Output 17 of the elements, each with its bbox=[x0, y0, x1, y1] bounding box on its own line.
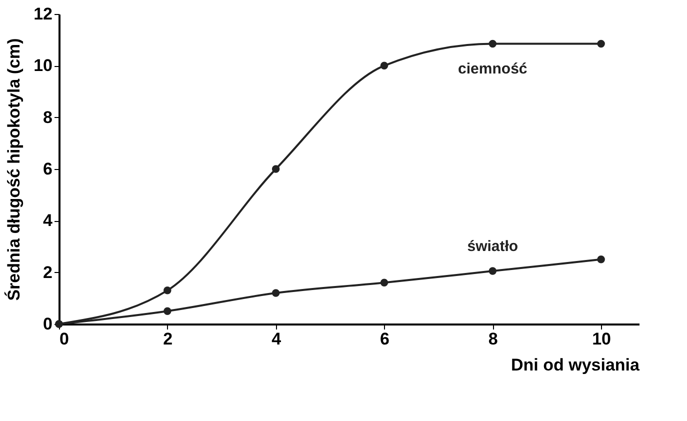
y-tick-label: 4 bbox=[43, 211, 54, 230]
x-tick-label: 10 bbox=[592, 330, 612, 348]
x-tick-label: 0 bbox=[60, 330, 69, 348]
y-tick-label: 12 bbox=[34, 4, 52, 24]
x-tick-label: 4 bbox=[272, 330, 282, 348]
y-tick-label: 8 bbox=[43, 108, 52, 127]
series-label: światło bbox=[467, 238, 518, 256]
x-tick-label: 2 bbox=[163, 330, 173, 348]
x-tick-label: 8 bbox=[488, 330, 498, 348]
x-tick-label: 6 bbox=[380, 330, 390, 348]
y-tick-label: 2 bbox=[43, 262, 52, 282]
y-tick-label: 0 bbox=[43, 314, 52, 334]
x-axis-title: Dni od wysiania bbox=[511, 356, 640, 374]
y-axis-title: Średnia długość hipokotyla (cm) bbox=[4, 38, 24, 301]
y-tick-label: 6 bbox=[43, 160, 52, 178]
series-label: ciemność bbox=[458, 60, 528, 78]
y-tick-label: 10 bbox=[34, 56, 52, 76]
